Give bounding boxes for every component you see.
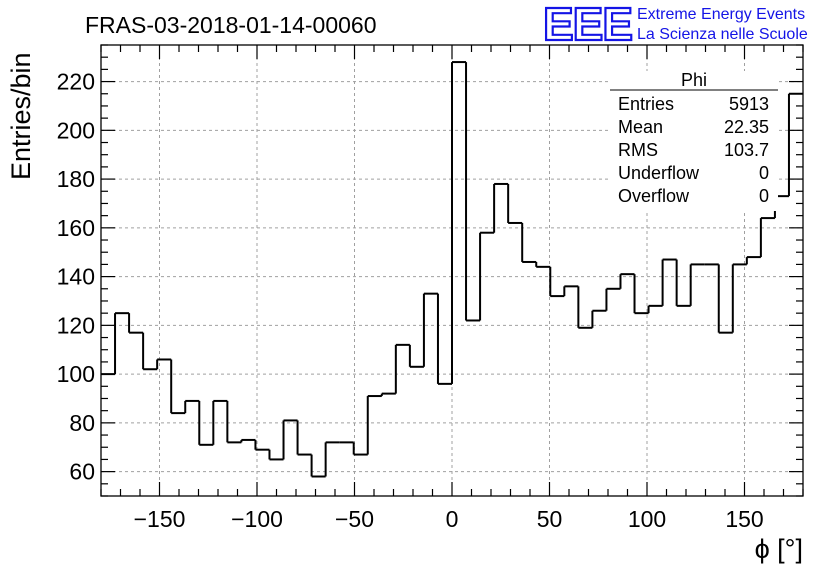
logo-mark: EEE (543, 0, 632, 50)
stats-name: Phi (681, 70, 707, 90)
stats-label: Overflow (618, 186, 690, 206)
x-tick-label: 150 (725, 506, 763, 532)
y-tick-label: 160 (57, 215, 95, 241)
x-tick-label: 0 (446, 506, 459, 532)
y-tick-label: 140 (57, 264, 95, 290)
logo-line1: Extreme Energy Events (637, 6, 805, 23)
x-tick-label: −100 (231, 506, 283, 532)
eee-logo: EEE Extreme Energy Events La Scienza nel… (542, 0, 808, 51)
chart-title: FRAS-03-2018-01-14-00060 (85, 12, 377, 38)
y-tick-label: 80 (69, 410, 95, 436)
axis-ticks (100, 44, 804, 497)
y-tick-label: 180 (57, 166, 95, 192)
stats-value: 22.35 (724, 117, 769, 137)
stats-label: RMS (618, 140, 658, 160)
y-tick-label: 120 (57, 312, 95, 338)
y-tick-labels: 60 80 100 120 140 160 180 200 220 (57, 69, 95, 485)
logo-line2: La Scienza nelle Scuole (637, 26, 808, 43)
x-tick-label: 50 (537, 506, 563, 532)
y-axis-title: Entries/bin (6, 52, 36, 180)
stats-value: 0 (759, 163, 769, 183)
y-tick-label: 200 (57, 117, 95, 143)
stats-rows: Entries 5913 Mean 22.35 RMS 103.7 Underflow 0 Ov… (618, 94, 769, 206)
stats-box: Phi Entries 5913 Mean 22.35 RMS 103.7 Underflo… (610, 70, 778, 211)
x-tick-label: −150 (134, 506, 186, 532)
x-tick-label: 100 (628, 506, 666, 532)
stats-background (610, 71, 778, 211)
stats-label: Underflow (618, 163, 700, 183)
x-axis-title: ϕ [°] (755, 534, 803, 564)
y-tick-label: 60 (69, 459, 95, 485)
x-tick-labels: −150 −100 −50 0 50 100 150 (134, 506, 764, 532)
x-tick-label: −50 (335, 506, 374, 532)
stats-value: 0 (759, 186, 769, 206)
stats-value: 103.7 (724, 140, 769, 160)
y-tick-label: 220 (57, 69, 95, 95)
y-tick-label: 100 (57, 361, 95, 387)
stats-label: Entries (618, 94, 674, 114)
stats-label: Mean (618, 117, 663, 137)
stats-value: 5913 (729, 94, 769, 114)
